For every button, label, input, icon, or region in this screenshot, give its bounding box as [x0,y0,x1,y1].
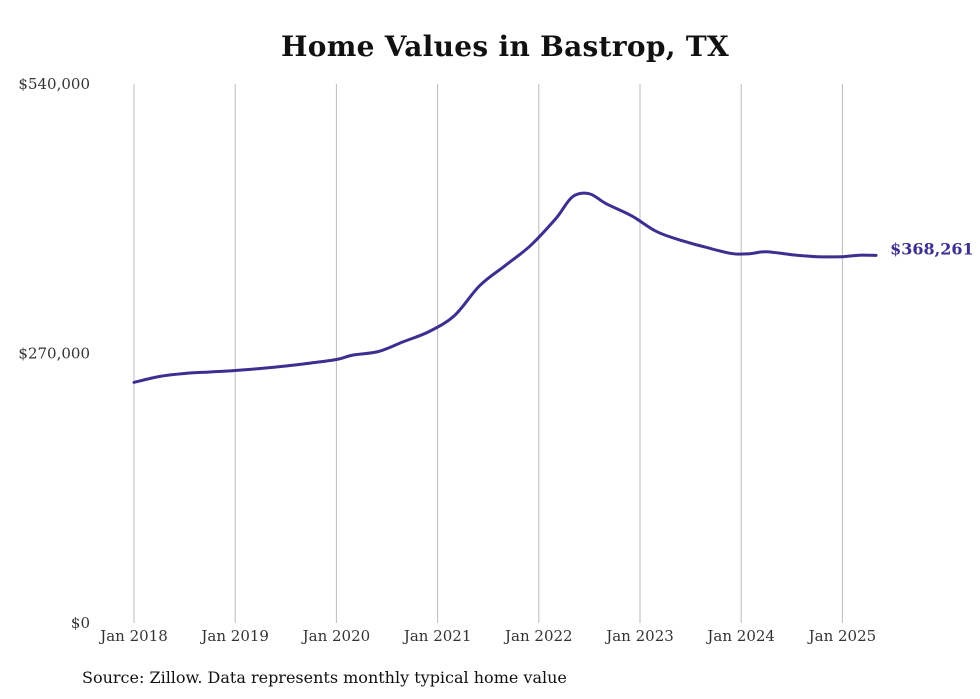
latest-value-label: $368,261 [890,239,974,258]
x-tick-label: Jan 2022 [503,627,573,645]
chart-title: Home Values in Bastrop, TX [280,30,730,63]
x-tick-label: Jan 2019 [199,627,269,645]
x-tick-label: Jan 2020 [301,627,371,645]
gridlines [133,84,843,623]
x-axis-ticks: Jan 2018 Jan 2019 Jan 2020 Jan 2021 Jan 2022… [98,627,876,645]
x-tick-label: Jan 2023 [604,627,674,645]
source-note: Source: Zillow. Data represents monthly … [82,668,567,687]
y-axis-ticks: $0 $270,000 $540,000 [18,75,90,632]
y-tick-label: $0 [71,614,90,632]
home-value-line [132,191,878,384]
y-tick-label: $540,000 [18,75,90,93]
y-tick-label: $270,000 [18,345,90,363]
x-tick-label: Jan 2024 [705,627,775,645]
x-tick-label: Jan 2021 [402,627,472,645]
x-tick-label: Jan 2025 [807,627,877,645]
x-tick-label: Jan 2018 [98,627,168,645]
